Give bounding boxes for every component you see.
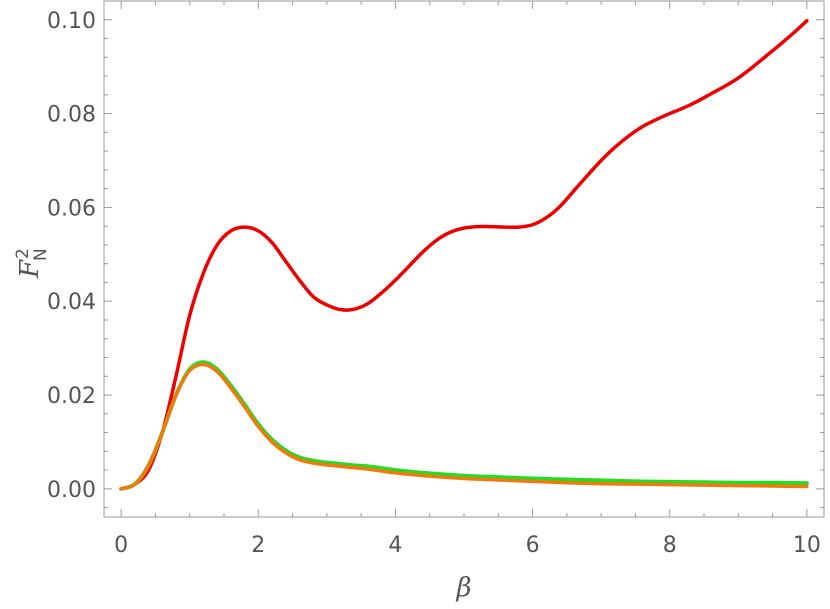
y-axis-ticks: 0.00 0.02 0.04 0.06 0.08 0.10 xyxy=(47,0,824,509)
y-tick-label: 0.04 xyxy=(47,290,96,315)
y-tick-label: 0.02 xyxy=(47,384,96,409)
x-axis-label: β xyxy=(455,573,471,603)
y-tick-label: 0.08 xyxy=(47,103,96,128)
series-layer xyxy=(119,18,809,491)
x-axis-ticks: 0 2 4 6 8 10 xyxy=(114,1,821,558)
y-axis-label-base: F xyxy=(15,259,45,279)
x-tick-label: 6 xyxy=(526,533,540,558)
y-tick-label: 0.06 xyxy=(47,196,96,221)
y-tick-label: 0.10 xyxy=(47,9,96,34)
svg-text:F2: F2 xyxy=(13,248,45,279)
x-tick-label: 0 xyxy=(114,533,128,558)
x-tick-label: 2 xyxy=(251,533,265,558)
x-tick-label: 4 xyxy=(388,533,402,558)
plot-frame xyxy=(103,0,825,518)
series-line-red xyxy=(119,18,809,491)
y-axis-label-subscript: N xyxy=(31,248,51,261)
y-axis-label-superscript: 2 xyxy=(13,248,33,259)
x-tick-label: 8 xyxy=(663,533,677,558)
series-line-orange xyxy=(119,362,809,491)
x-tick-label: 10 xyxy=(793,533,821,558)
y-axis-label: F2 N xyxy=(13,248,51,279)
y-tick-label: 0.00 xyxy=(47,478,96,503)
